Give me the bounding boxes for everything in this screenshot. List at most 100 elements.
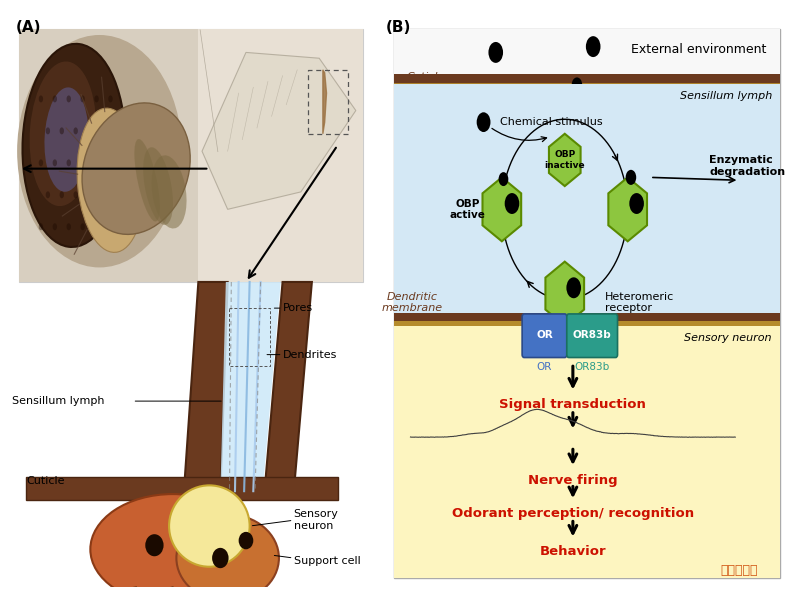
Circle shape: [477, 112, 490, 132]
Ellipse shape: [108, 224, 113, 230]
Bar: [19, 29, 363, 282]
Ellipse shape: [29, 62, 96, 206]
Text: OBP
active: OBP active: [450, 199, 486, 220]
Polygon shape: [549, 134, 580, 186]
Bar: [26, 477, 338, 500]
Text: Cuticle: Cuticle: [26, 476, 64, 486]
Text: Odorant perception/ recognition: Odorant perception/ recognition: [452, 507, 694, 520]
Bar: [394, 326, 780, 578]
Ellipse shape: [108, 160, 113, 166]
Ellipse shape: [45, 192, 50, 198]
Polygon shape: [323, 70, 326, 134]
Ellipse shape: [239, 532, 253, 549]
Ellipse shape: [39, 95, 43, 103]
Text: OR83b: OR83b: [575, 362, 610, 372]
Text: (A): (A): [15, 20, 41, 36]
Ellipse shape: [53, 160, 57, 166]
Circle shape: [498, 172, 509, 186]
Ellipse shape: [88, 127, 92, 135]
Text: Heteromeric
receptor: Heteromeric receptor: [605, 292, 674, 313]
Ellipse shape: [53, 224, 57, 230]
Ellipse shape: [101, 192, 106, 198]
Ellipse shape: [60, 127, 64, 135]
Bar: [394, 29, 780, 76]
Text: OR83b: OR83b: [572, 330, 611, 340]
Ellipse shape: [80, 95, 85, 103]
Circle shape: [489, 42, 503, 63]
Ellipse shape: [67, 160, 71, 166]
Ellipse shape: [115, 127, 119, 135]
Text: Sensory neuron: Sensory neuron: [685, 333, 772, 343]
Polygon shape: [545, 262, 584, 326]
Text: External environment: External environment: [631, 43, 767, 56]
Polygon shape: [184, 282, 228, 494]
Ellipse shape: [22, 44, 125, 247]
Bar: [394, 313, 780, 326]
Bar: [19, 29, 209, 282]
Text: Nerve firing: Nerve firing: [528, 474, 618, 487]
Text: 热爱收录库: 热爱收录库: [720, 565, 758, 578]
Ellipse shape: [39, 160, 43, 166]
Polygon shape: [264, 282, 312, 494]
Ellipse shape: [77, 108, 144, 253]
Polygon shape: [220, 282, 281, 494]
Text: Behavior: Behavior: [540, 545, 607, 558]
Polygon shape: [482, 177, 521, 241]
Ellipse shape: [53, 95, 57, 103]
Ellipse shape: [39, 224, 43, 230]
Text: Dendritic
membrane: Dendritic membrane: [382, 292, 443, 313]
Ellipse shape: [80, 160, 85, 166]
Text: Sensillum lymph: Sensillum lymph: [680, 91, 772, 101]
FancyBboxPatch shape: [394, 29, 780, 578]
Ellipse shape: [135, 139, 160, 222]
Text: Enzymatic
degradation: Enzymatic degradation: [709, 155, 786, 177]
Text: OR: OR: [537, 362, 552, 372]
Bar: [394, 74, 780, 84]
Ellipse shape: [101, 127, 106, 135]
Ellipse shape: [60, 192, 64, 198]
Ellipse shape: [146, 534, 164, 556]
Text: OBP
inactive: OBP inactive: [544, 150, 585, 170]
Text: OR: OR: [536, 330, 553, 340]
Ellipse shape: [95, 224, 99, 230]
Ellipse shape: [95, 160, 99, 166]
Text: Dendrites: Dendrites: [283, 350, 337, 359]
Ellipse shape: [143, 147, 173, 225]
FancyBboxPatch shape: [567, 314, 618, 358]
FancyBboxPatch shape: [522, 314, 567, 358]
Ellipse shape: [95, 95, 99, 103]
Text: Sensory
neuron: Sensory neuron: [294, 509, 338, 531]
Polygon shape: [608, 177, 647, 241]
Ellipse shape: [88, 192, 92, 198]
Ellipse shape: [67, 95, 71, 103]
Text: Chemical stimulus: Chemical stimulus: [500, 117, 603, 127]
Text: Signal transduction: Signal transduction: [499, 398, 646, 411]
Text: Sensillum lymph: Sensillum lymph: [12, 396, 104, 406]
Ellipse shape: [73, 192, 78, 198]
Ellipse shape: [45, 87, 88, 192]
Polygon shape: [202, 52, 356, 209]
Text: Support cell: Support cell: [294, 556, 361, 566]
Ellipse shape: [67, 224, 71, 230]
Circle shape: [626, 170, 636, 185]
Ellipse shape: [115, 192, 119, 198]
Ellipse shape: [80, 224, 85, 230]
Ellipse shape: [45, 127, 50, 135]
Text: Cuticle: Cuticle: [407, 72, 445, 82]
Circle shape: [630, 193, 644, 214]
Bar: [198, 29, 363, 282]
Bar: [394, 82, 780, 85]
Ellipse shape: [18, 35, 182, 267]
Circle shape: [586, 36, 600, 57]
Bar: [394, 84, 780, 326]
Ellipse shape: [82, 103, 190, 234]
Ellipse shape: [91, 494, 256, 593]
Circle shape: [505, 193, 519, 214]
Ellipse shape: [212, 548, 228, 568]
Circle shape: [572, 78, 582, 93]
Ellipse shape: [169, 485, 250, 567]
Ellipse shape: [177, 514, 279, 593]
Ellipse shape: [108, 95, 113, 103]
Text: Pores: Pores: [283, 303, 313, 313]
Bar: [394, 321, 780, 326]
